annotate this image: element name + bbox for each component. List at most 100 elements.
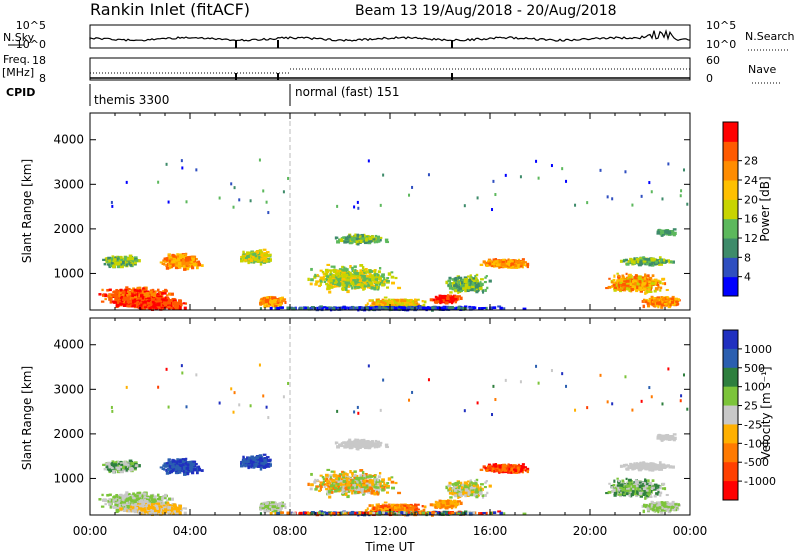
power-cell-2604: [347, 275, 352, 278]
power-cell-2347: [346, 284, 351, 288]
power-cell-3225: [517, 258, 520, 262]
power-cell-3898: [653, 278, 658, 282]
power-cell-2584: [341, 286, 344, 289]
power-cell-2489: [383, 280, 386, 284]
power-cell-4891: [279, 297, 283, 301]
power-cell-3088: [436, 299, 440, 303]
power-cell-618: [128, 296, 132, 301]
power-cell-1485: [200, 264, 204, 267]
power-cell-4612: [669, 260, 674, 264]
power-cell-1547: [189, 257, 193, 262]
power-cell-4494: [645, 298, 648, 302]
power-cell-2590: [337, 272, 341, 276]
power-cell-3493: [445, 280, 449, 285]
power-cell-2560: [360, 278, 364, 282]
power-cell-4261: [631, 286, 635, 289]
nsky-label: N.Sky: [3, 31, 35, 44]
power-cell-3723: [379, 236, 383, 239]
power-cell-3213: [526, 262, 530, 266]
power-cell-2393: [319, 279, 323, 283]
power-cell-3416: [511, 265, 515, 268]
power-cell-3811: [340, 237, 344, 240]
power-cell-4181: [617, 280, 621, 284]
power-cell-1441: [187, 258, 192, 262]
nave-label: Nave: [748, 63, 776, 76]
power-cell-929: [137, 298, 141, 301]
power-cell-614: [119, 288, 123, 292]
power-cell-2034: [107, 263, 111, 267]
power-cell-505: [126, 290, 130, 293]
power-cell-3712: [363, 233, 366, 237]
power-cell-1178: [138, 302, 143, 305]
power-cell-4961: [265, 298, 269, 301]
power-cell-3295: [487, 258, 491, 262]
power-cell-2094: [126, 258, 130, 261]
power-cell-2093: [116, 261, 121, 266]
power-cell-2452: [345, 284, 349, 288]
power-cell-2086: [134, 258, 138, 261]
power-cell-1054: [134, 300, 138, 303]
power-cell-4529: [662, 297, 666, 301]
power-cell-1771: [262, 248, 267, 251]
power-cell-3415: [507, 260, 512, 263]
power-cell-1866: [261, 253, 264, 257]
power-cell-304: [100, 300, 105, 303]
power-cell-8: [162, 290, 165, 293]
power-cell-2493: [363, 281, 367, 284]
power-cell-656: [136, 289, 139, 292]
power-cell-471: [134, 291, 139, 295]
power-cell-2541: [361, 266, 365, 270]
power-cell-3545: [469, 277, 472, 280]
power-cell-695: [139, 294, 144, 298]
power-cell-4170: [621, 274, 625, 278]
power-cell-3371: [486, 264, 489, 267]
power-cell-675: [131, 294, 134, 297]
power-cell-4729: [663, 258, 666, 262]
power-cell-3140: [494, 258, 498, 262]
power-cell-399: [121, 289, 125, 292]
power-cell-3806: [364, 241, 369, 244]
power-cell-1877: [254, 257, 258, 262]
power-cell-698: [121, 290, 126, 295]
power-cell-1148: [141, 304, 145, 307]
power-cell-1841: [242, 257, 245, 261]
power-cell-2652: [366, 302, 369, 305]
power-cell-2100: [351, 269, 355, 273]
power-cell-1181: [148, 306, 152, 310]
power-cell-1199: [163, 303, 168, 307]
power-cell-667: [125, 300, 128, 304]
power-cell-4027: [611, 284, 614, 288]
power-cell-1193: [143, 303, 147, 307]
power-cell-4251: [638, 280, 642, 284]
power-cell-684: [128, 292, 132, 296]
power-cell-4267: [631, 280, 636, 284]
power-cell-3638: [453, 284, 458, 287]
power-cell-1619: [185, 261, 190, 265]
power-cell-4430: [656, 296, 661, 299]
power-cell-3971: [649, 290, 653, 294]
power-cell-958: [166, 296, 170, 299]
power-cell-392: [164, 288, 167, 293]
power-cell-2333: [325, 282, 329, 286]
power-cell-3378: [508, 259, 513, 262]
power-cell-3069: [445, 295, 448, 299]
power-cell-2358: [381, 283, 385, 287]
power-cell-2593: [341, 278, 346, 281]
power-cell-4211: [619, 288, 622, 291]
power-cell-3061: [447, 300, 451, 304]
power-cell-2419: [360, 273, 365, 276]
power-cell-3539: [480, 282, 484, 286]
power-cell-4436: [642, 298, 646, 303]
power-cell-3628: [458, 287, 463, 291]
power-cell-1174: [169, 305, 173, 308]
power-cell-3840: [345, 236, 349, 240]
power-cell-3767: [342, 236, 346, 240]
power-cell-473: [132, 287, 135, 291]
power-cell-1604: [177, 261, 182, 266]
power-cell-3565: [447, 279, 452, 283]
power-cell-2559: [326, 272, 329, 276]
power-cell-1182: [154, 300, 159, 303]
power-cell-4258: [623, 280, 626, 283]
power-cell-4600: [658, 256, 662, 259]
power-cell-1534: [168, 264, 173, 267]
